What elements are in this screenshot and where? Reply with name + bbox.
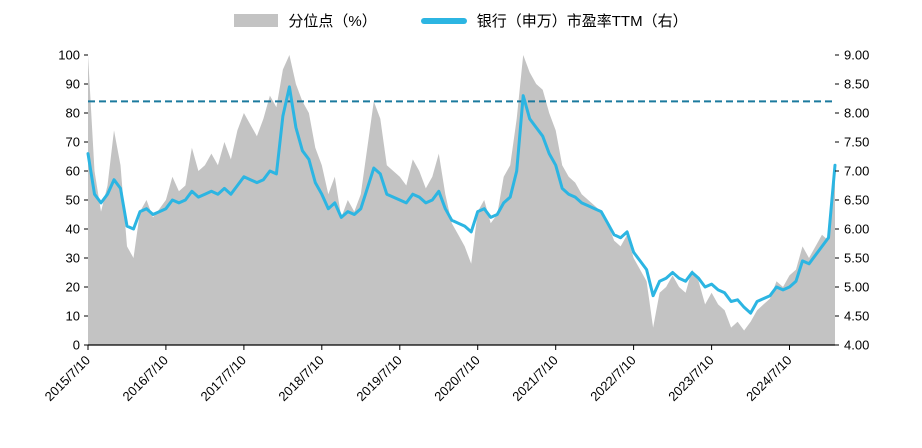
x-tick-label: 2019/7/10 [353, 353, 405, 405]
percentile-area-series [88, 55, 835, 345]
y-right-tick-label: 7.50 [844, 135, 869, 150]
y-right-tick-label: 8.50 [844, 77, 869, 92]
y-left-tick-label: 20 [66, 280, 80, 295]
x-tick-label: 2023/7/10 [665, 353, 717, 405]
x-tick-label: 2016/7/10 [120, 353, 172, 405]
legend-label-percentile: 分位点（%） [288, 13, 377, 30]
y-right-tick-label: 4.00 [844, 338, 869, 353]
y-left-tick-label: 0 [73, 338, 80, 353]
y-right-tick-label: 9.00 [844, 48, 869, 63]
y-right-tick-label: 6.50 [844, 193, 869, 208]
y-left-tick-label: 40 [66, 222, 80, 237]
area-swatch-icon [234, 14, 279, 27]
y-right-tick-label: 4.50 [844, 309, 869, 324]
y-left-tick-label: 50 [66, 193, 80, 208]
x-tick-label: 2018/7/10 [275, 353, 327, 405]
x-tick-label: 2020/7/10 [431, 353, 483, 405]
legend: 分位点（%） 银行（申万）市盈率TTM（右） [0, 10, 922, 31]
y-left-tick-label: 80 [66, 106, 80, 121]
x-tick-label: 2022/7/10 [587, 353, 639, 405]
y-left-tick-label: 90 [66, 77, 80, 92]
y-left-tick-label: 30 [66, 251, 80, 266]
pe-ttm-line-series [86, 85, 837, 315]
y-right-tick-label: 7.00 [844, 164, 869, 179]
x-tick-label: 2017/7/10 [198, 353, 250, 405]
y-left-tick-label: 10 [66, 309, 80, 324]
y-right-tick-label: 6.00 [844, 222, 869, 237]
y-right-tick-label: 5.50 [844, 251, 869, 266]
x-tick-label: 2015/7/10 [42, 353, 94, 405]
legend-item-pe: 银行（申万）市盈率TTM（右） [420, 10, 688, 31]
line-swatch-icon [420, 17, 467, 24]
y-right-tick-label: 8.00 [844, 106, 869, 121]
y-left-tick-label: 70 [66, 135, 80, 150]
legend-item-percentile: 分位点（%） [234, 10, 377, 31]
y-left-tick-label: 100 [58, 48, 80, 63]
x-tick-label: 2024/7/10 [743, 353, 795, 405]
x-tick-label: 2021/7/10 [509, 353, 561, 405]
y-right-tick-label: 5.00 [844, 280, 869, 295]
legend-label-pe: 银行（申万）市盈率TTM（右） [476, 13, 688, 30]
y-left-tick-label: 60 [66, 164, 80, 179]
